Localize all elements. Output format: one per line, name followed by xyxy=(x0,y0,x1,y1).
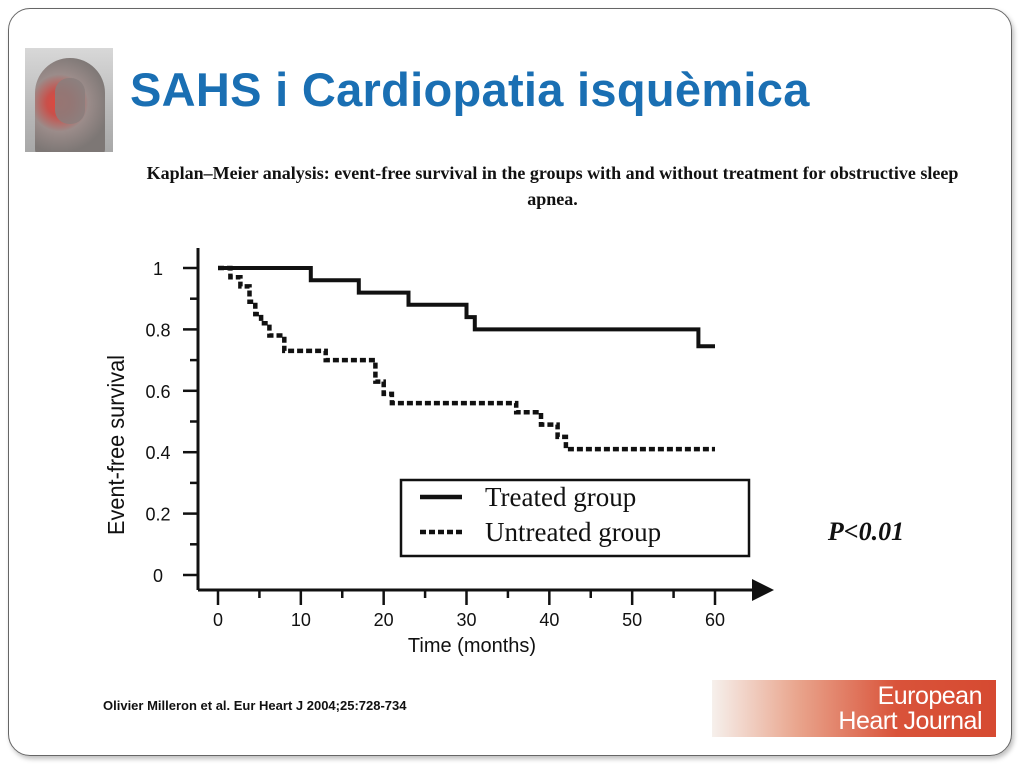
series-untreated-line xyxy=(218,265,715,452)
x-tick-label: 50 xyxy=(622,610,642,630)
citation: Olivier Milleron et al. Eur Heart J 2004… xyxy=(103,698,407,713)
x-tick-label: 30 xyxy=(456,610,476,630)
slide-title: SAHS i Cardiopatia isquèmica xyxy=(130,63,810,116)
legend-label: Untreated group xyxy=(485,517,661,547)
y-axis-label: Event-free survival xyxy=(103,355,129,535)
x-tick-label: 60 xyxy=(705,610,725,630)
x-axis-arrow xyxy=(752,579,774,601)
hand-shape xyxy=(55,78,85,124)
legend-label: Treated group xyxy=(485,482,636,512)
legend-box xyxy=(399,478,751,558)
logo-line-heart-journal: Heart Journal xyxy=(838,707,982,735)
y-tick-label: 1 xyxy=(153,259,163,279)
chart-axes: 00.20.40.60.810 10 20 30 40 50 60 xyxy=(145,248,774,630)
y-tick-label: 0.8 xyxy=(145,320,170,340)
logo-line-european: European xyxy=(877,682,983,710)
x-tick-label: 0 xyxy=(213,610,223,630)
x-axis-label: Time (months) xyxy=(408,635,536,657)
y-tick-label: 0.2 xyxy=(145,505,170,525)
slide-frame xyxy=(8,8,1012,756)
chest-pain-photo xyxy=(25,48,113,152)
y-tick-label: 0.4 xyxy=(145,443,170,463)
series-treated-line xyxy=(218,266,715,349)
x-tick-label: 40 xyxy=(539,610,559,630)
x-tick-label: 10 xyxy=(291,610,311,630)
y-tick-label: 0.6 xyxy=(145,382,170,402)
p-value-annotation: P<0.01 xyxy=(827,517,904,546)
chart-legend: Treated group Untreated group xyxy=(399,478,751,558)
chart-caption: Kaplan–Meier analysis: event-free surviv… xyxy=(146,163,959,209)
x-tick-label: 20 xyxy=(374,610,394,630)
journal-logo: European Heart Journal xyxy=(712,680,996,737)
chart-series xyxy=(218,265,715,452)
y-tick-label: 0 xyxy=(153,566,163,586)
